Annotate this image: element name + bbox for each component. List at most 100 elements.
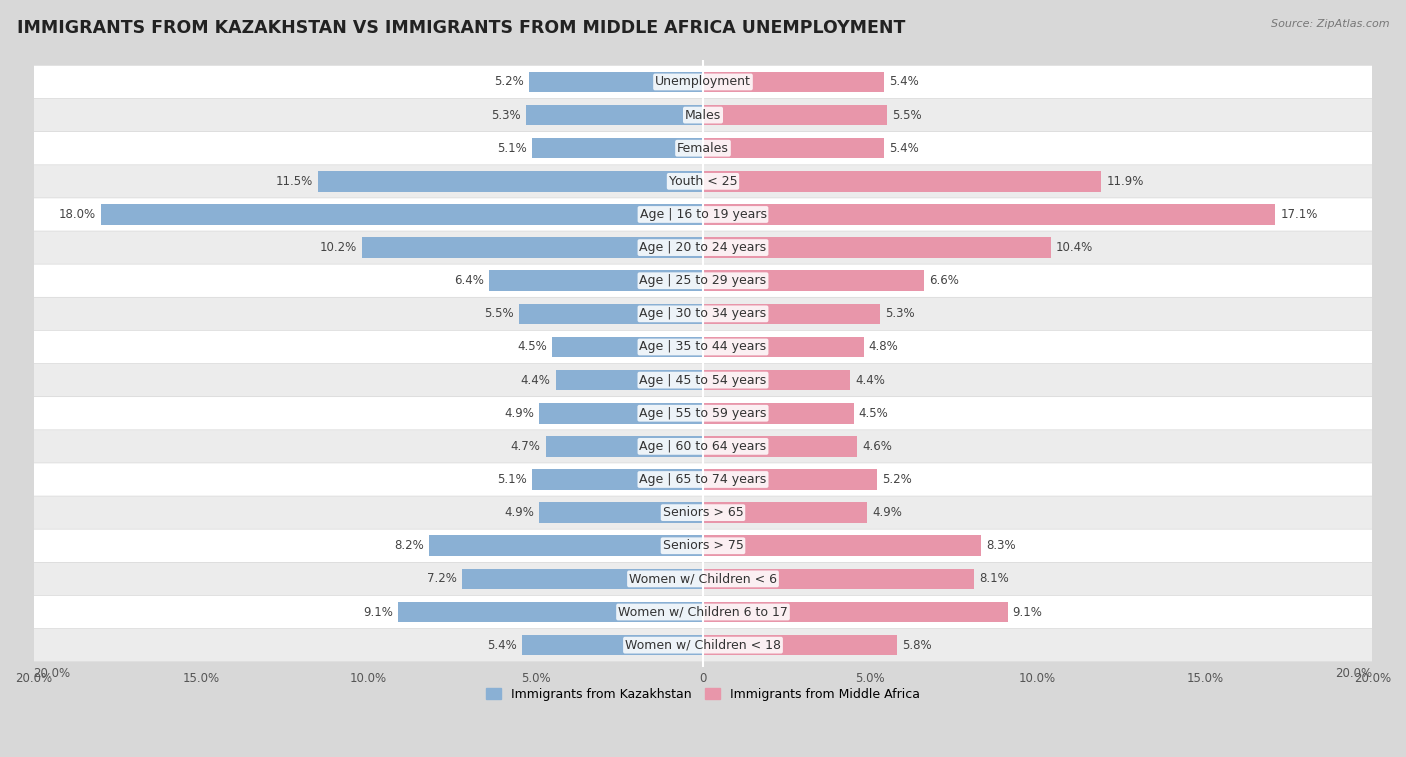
Text: 5.5%: 5.5%: [893, 108, 922, 122]
Text: Females: Females: [678, 142, 728, 154]
FancyBboxPatch shape: [34, 596, 1372, 628]
FancyBboxPatch shape: [34, 331, 1372, 363]
Text: Age | 45 to 54 years: Age | 45 to 54 years: [640, 374, 766, 387]
Text: 9.1%: 9.1%: [364, 606, 394, 618]
Text: Age | 20 to 24 years: Age | 20 to 24 years: [640, 241, 766, 254]
Bar: [703, 535, 981, 556]
Text: 8.2%: 8.2%: [394, 539, 423, 553]
Bar: [703, 602, 1008, 622]
FancyBboxPatch shape: [34, 198, 1372, 231]
Text: 5.1%: 5.1%: [498, 473, 527, 486]
Bar: [703, 138, 884, 158]
Text: IMMIGRANTS FROM KAZAKHSTAN VS IMMIGRANTS FROM MIDDLE AFRICA UNEMPLOYMENT: IMMIGRANTS FROM KAZAKHSTAN VS IMMIGRANTS…: [17, 19, 905, 37]
Text: 9.1%: 9.1%: [1012, 606, 1042, 618]
Text: Youth < 25: Youth < 25: [669, 175, 737, 188]
Text: 8.3%: 8.3%: [986, 539, 1015, 553]
FancyBboxPatch shape: [34, 430, 1372, 463]
Text: Seniors > 65: Seniors > 65: [662, 506, 744, 519]
Bar: [361, 238, 703, 258]
Bar: [529, 72, 703, 92]
Text: Women w/ Children < 6: Women w/ Children < 6: [628, 572, 778, 585]
Bar: [703, 104, 887, 126]
Text: Age | 16 to 19 years: Age | 16 to 19 years: [640, 208, 766, 221]
Bar: [463, 569, 703, 589]
Bar: [703, 304, 880, 324]
Bar: [429, 535, 703, 556]
Text: 5.4%: 5.4%: [889, 76, 918, 89]
Text: 6.4%: 6.4%: [454, 274, 484, 287]
FancyBboxPatch shape: [34, 364, 1372, 397]
Text: Age | 60 to 64 years: Age | 60 to 64 years: [640, 440, 766, 453]
Bar: [526, 104, 703, 126]
Bar: [538, 503, 703, 523]
Text: 5.1%: 5.1%: [498, 142, 527, 154]
FancyBboxPatch shape: [34, 264, 1372, 297]
Bar: [703, 635, 897, 656]
FancyBboxPatch shape: [34, 463, 1372, 496]
Bar: [519, 304, 703, 324]
Text: 4.8%: 4.8%: [869, 341, 898, 354]
Text: 10.4%: 10.4%: [1056, 241, 1094, 254]
Text: 4.7%: 4.7%: [510, 440, 541, 453]
FancyBboxPatch shape: [34, 562, 1372, 595]
Text: 5.5%: 5.5%: [484, 307, 513, 320]
FancyBboxPatch shape: [34, 629, 1372, 662]
Text: 11.9%: 11.9%: [1107, 175, 1143, 188]
Bar: [522, 635, 703, 656]
Text: 11.5%: 11.5%: [276, 175, 314, 188]
Text: Age | 30 to 34 years: Age | 30 to 34 years: [640, 307, 766, 320]
FancyBboxPatch shape: [34, 66, 1372, 98]
FancyBboxPatch shape: [34, 99, 1372, 131]
FancyBboxPatch shape: [34, 530, 1372, 562]
Text: 5.2%: 5.2%: [494, 76, 524, 89]
Text: Age | 55 to 59 years: Age | 55 to 59 years: [640, 407, 766, 419]
Bar: [703, 403, 853, 423]
Bar: [318, 171, 703, 192]
Text: Seniors > 75: Seniors > 75: [662, 539, 744, 553]
Text: 7.2%: 7.2%: [427, 572, 457, 585]
Bar: [703, 337, 863, 357]
Text: 10.2%: 10.2%: [319, 241, 357, 254]
Text: 5.3%: 5.3%: [491, 108, 520, 122]
Bar: [703, 436, 858, 456]
Text: 20.0%: 20.0%: [1336, 667, 1372, 680]
Text: 18.0%: 18.0%: [59, 208, 96, 221]
Bar: [533, 469, 703, 490]
Text: 6.6%: 6.6%: [929, 274, 959, 287]
Bar: [703, 204, 1275, 225]
Bar: [703, 569, 974, 589]
Bar: [553, 337, 703, 357]
Text: 5.3%: 5.3%: [886, 307, 915, 320]
Text: 5.4%: 5.4%: [488, 639, 517, 652]
Text: 4.9%: 4.9%: [505, 407, 534, 419]
Text: 4.5%: 4.5%: [517, 341, 547, 354]
FancyBboxPatch shape: [34, 232, 1372, 264]
Text: Age | 65 to 74 years: Age | 65 to 74 years: [640, 473, 766, 486]
Text: 4.4%: 4.4%: [855, 374, 886, 387]
Bar: [703, 171, 1101, 192]
Text: 5.2%: 5.2%: [882, 473, 912, 486]
Bar: [703, 270, 924, 291]
Text: 4.9%: 4.9%: [872, 506, 901, 519]
Bar: [489, 270, 703, 291]
Bar: [538, 403, 703, 423]
FancyBboxPatch shape: [34, 165, 1372, 198]
Text: Males: Males: [685, 108, 721, 122]
Text: Women w/ Children < 18: Women w/ Children < 18: [626, 639, 780, 652]
Text: Unemployment: Unemployment: [655, 76, 751, 89]
Text: 17.1%: 17.1%: [1281, 208, 1317, 221]
Text: Women w/ Children 6 to 17: Women w/ Children 6 to 17: [619, 606, 787, 618]
Bar: [546, 436, 703, 456]
Bar: [703, 370, 851, 391]
Text: Age | 25 to 29 years: Age | 25 to 29 years: [640, 274, 766, 287]
Bar: [703, 503, 868, 523]
Text: 4.4%: 4.4%: [520, 374, 551, 387]
Text: 5.8%: 5.8%: [903, 639, 932, 652]
Legend: Immigrants from Kazakhstan, Immigrants from Middle Africa: Immigrants from Kazakhstan, Immigrants f…: [481, 683, 925, 706]
Text: 4.9%: 4.9%: [505, 506, 534, 519]
Bar: [398, 602, 703, 622]
Bar: [555, 370, 703, 391]
Text: 5.4%: 5.4%: [889, 142, 918, 154]
Bar: [703, 469, 877, 490]
Bar: [533, 138, 703, 158]
